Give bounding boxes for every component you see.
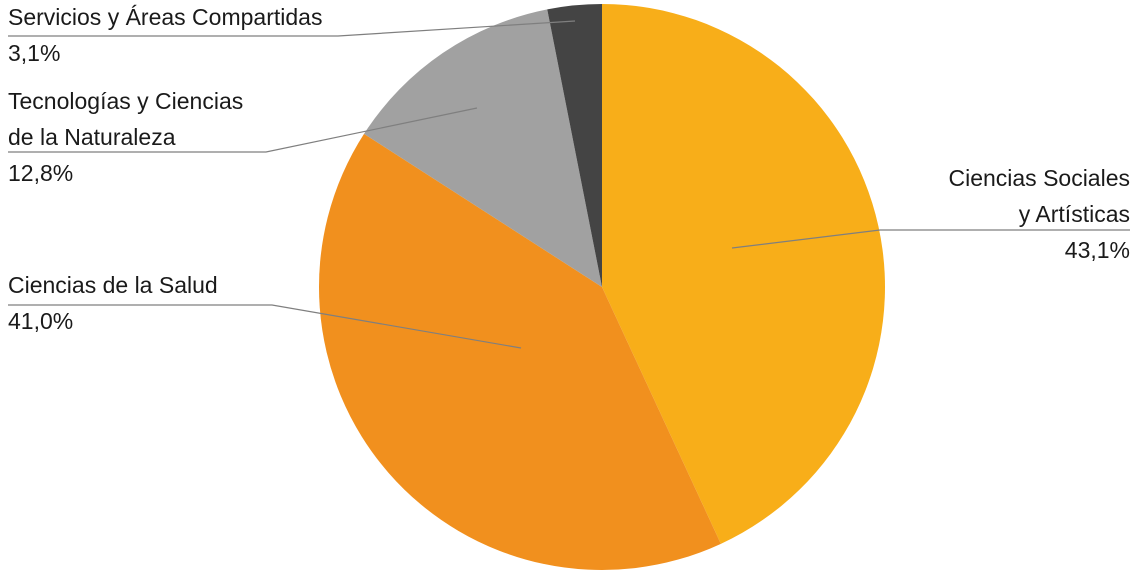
slice-value-label: 43,1% — [1065, 237, 1130, 263]
slice-name-label: Ciencias de la Salud — [8, 272, 218, 298]
slice-value-label: 12,8% — [8, 160, 73, 186]
slice-name-label: y Artísticas — [1019, 201, 1130, 227]
pie-slice — [364, 9, 602, 287]
data-labels: Ciencias Sociales y Artísticas 43,1% Cienci… — [8, 4, 1130, 334]
slice-name-label: Ciencias Sociales — [948, 165, 1130, 191]
leader-line — [8, 304, 522, 349]
slice-value-label: 3,1% — [8, 40, 60, 66]
leader-lines — [8, 20, 1130, 349]
slice-name-label: Servicios y Áreas Compartidas — [8, 4, 322, 30]
pie-slices — [318, 4, 885, 571]
leader-line — [8, 107, 478, 153]
slice-value-label: 41,0% — [8, 308, 73, 334]
leader-line — [731, 229, 1130, 249]
pie-slice — [318, 133, 721, 571]
slice-name-label: de la Naturaleza — [8, 124, 176, 150]
pie-slice — [547, 4, 602, 287]
pie-slice — [602, 4, 885, 544]
slice-name-label: Tecnologías y Ciencias — [8, 88, 243, 114]
leader-line — [8, 20, 576, 37]
